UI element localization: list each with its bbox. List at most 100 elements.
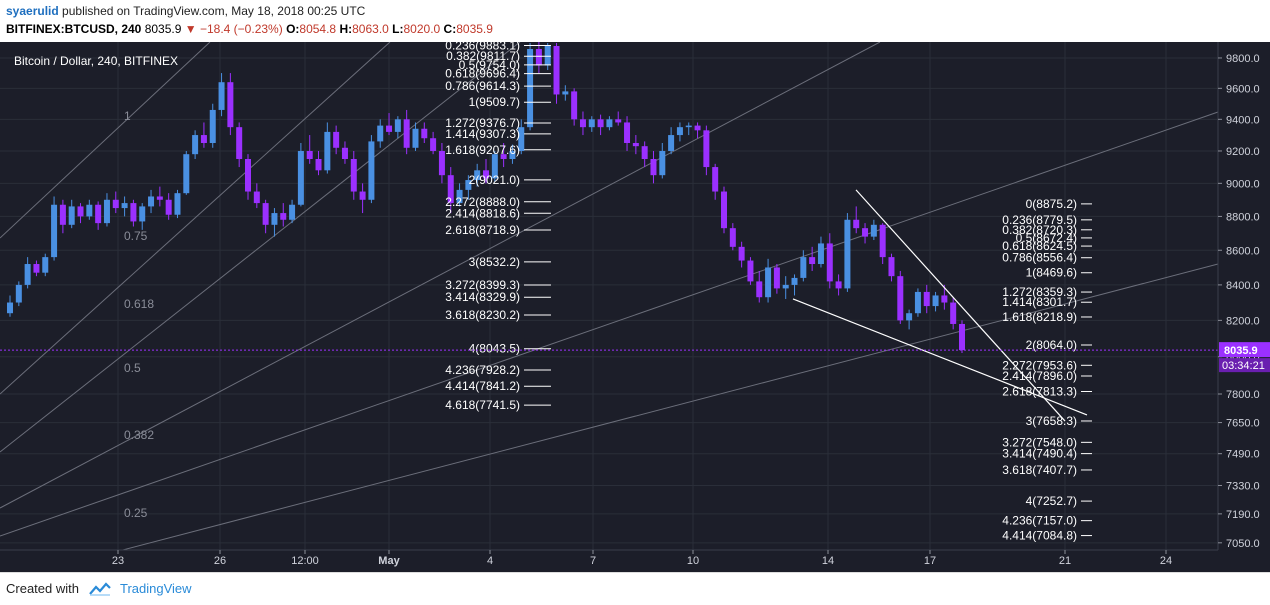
fib-right-label: 4.236(7157.0): [1002, 514, 1077, 528]
publish-line: syaerulid published on TradingView.com, …: [6, 4, 365, 18]
candle-body: [33, 264, 40, 273]
candle-body: [606, 119, 613, 128]
fan-level-label: 0.25: [124, 506, 148, 520]
chart-area[interactable]: 1 0.75 0.618 0.5 0.382 0.25 Bitcoin / Dollar, …: [0, 42, 1270, 572]
candle-body: [333, 131, 340, 148]
fib-right-label: 0.382(8720.3): [1002, 223, 1077, 237]
candle-body: [77, 206, 84, 217]
current-price-badge: [1219, 342, 1270, 358]
candle-body: [421, 128, 428, 139]
candle-body: [24, 264, 31, 285]
fib-left-label: 2.618(8718.9): [445, 223, 520, 237]
time-tick-label: 21: [1059, 555, 1071, 567]
fib-left-label: 2.414(8818.6): [445, 206, 520, 220]
fib-right-label: 0.236(8779.5): [1002, 213, 1077, 227]
candle-body: [579, 119, 586, 128]
candle-body: [289, 204, 296, 220]
candle-body: [765, 267, 772, 298]
candle-body: [491, 154, 498, 179]
candle-body: [756, 281, 763, 298]
chart-background: [0, 42, 1270, 572]
candle-body: [527, 48, 534, 128]
created-with: Created with TradingView: [6, 581, 192, 596]
price-tick-label: 8600.0: [1226, 245, 1260, 257]
candle-body: [227, 82, 234, 128]
candle-body: [315, 158, 322, 171]
fib-right-label: 3.618(7407.7): [1002, 463, 1077, 477]
price-tick-label: 7330.0: [1226, 480, 1260, 492]
candle-body: [879, 224, 886, 258]
candle-body: [571, 91, 578, 120]
candle-body: [712, 167, 719, 192]
chart-header: syaerulid published on TradingView.com, …: [0, 0, 1270, 42]
fib-right-label: 2.414(7896.0): [1002, 369, 1077, 383]
fan-line: [0, 42, 391, 395]
time-tick-label: 26: [214, 555, 226, 567]
fan-level-label: 0.382: [124, 428, 154, 442]
candle-body: [262, 203, 269, 225]
fib-left-label: 1(9509.7): [469, 95, 520, 109]
candle-body: [835, 281, 842, 289]
fan-level-label: 1: [124, 109, 131, 123]
candle-body: [906, 313, 913, 321]
candle-body: [932, 295, 939, 307]
candle-body: [817, 243, 824, 265]
candle-body: [42, 257, 49, 273]
time-tick-label: 14: [822, 555, 834, 567]
fib-left-label: 4(8043.5): [469, 342, 520, 356]
candle-body: [747, 260, 754, 282]
price-tick-label: 7190.0: [1226, 509, 1260, 521]
fib-left-label: 0.236(9883.1): [445, 42, 520, 53]
candle-body: [51, 204, 58, 258]
fib-left-label: 4.414(7841.2): [445, 379, 520, 393]
time-tick-label: 23: [112, 555, 124, 567]
candle-body: [7, 302, 13, 314]
author-link[interactable]: syaerulid: [6, 4, 59, 18]
fan-line: [0, 42, 881, 509]
candle-body: [139, 206, 146, 222]
time-tick-label: 17: [924, 555, 936, 567]
candle-body: [465, 180, 472, 190]
candle-body: [853, 219, 860, 229]
fib-right-label: 0.786(8556.4): [1002, 251, 1077, 265]
candle-body: [306, 150, 313, 159]
candle-body: [324, 131, 331, 171]
fib-left-label: 3.618(8230.2): [445, 308, 520, 322]
candle-body: [192, 135, 199, 155]
candle-body: [500, 154, 507, 159]
fib-left-label: 0.618(9696.4): [445, 67, 520, 81]
fib-right-label: 4.414(7084.8): [1002, 529, 1077, 543]
candle-body: [103, 199, 110, 224]
publish-info: published on TradingView.com, May 18, 20…: [62, 4, 366, 18]
price-tick-label: 9800.0: [1226, 53, 1260, 65]
time-tick-label: May: [378, 555, 400, 567]
candle-body: [386, 125, 393, 132]
candle-body: [447, 175, 454, 204]
candle-body: [209, 109, 216, 143]
time-axis-bg: [0, 550, 1270, 572]
price-tick-label: 8800.0: [1226, 211, 1260, 223]
candle-body: [297, 150, 304, 205]
fib-left-label: 3(8532.2): [469, 255, 520, 269]
fib-right-label: 0.5(8672.4): [1016, 231, 1077, 245]
fib-right-label: 3(7658.3): [1026, 414, 1077, 428]
fib-left-label: 1.272(9376.7): [445, 116, 520, 130]
candle-body: [650, 158, 657, 176]
candle-body: [782, 284, 789, 289]
price-chart[interactable]: 1 0.75 0.618 0.5 0.382 0.25 Bitcoin / Dollar, …: [0, 42, 1270, 572]
chart-title: Bitcoin / Dollar, 240, BITFINEX: [14, 54, 178, 68]
candle-body: [130, 203, 137, 222]
fib-right-label: 1(8469.6): [1026, 266, 1077, 280]
fib-left-label: 0.382(9811.7): [446, 49, 520, 63]
candle-body: [632, 142, 639, 147]
price-axis-bg: [1218, 42, 1270, 572]
tradingview-link[interactable]: TradingView: [120, 581, 192, 596]
price-change: −18.4 (−0.23%): [199, 22, 283, 36]
last-price: 8035.9: [144, 22, 182, 36]
fan-level-label: 0.75: [124, 229, 148, 243]
candle-body: [509, 150, 516, 159]
candle-body: [800, 257, 807, 278]
price-tick-label: 9200.0: [1226, 146, 1260, 158]
candle-body: [703, 130, 710, 168]
candle-body: [236, 127, 243, 159]
